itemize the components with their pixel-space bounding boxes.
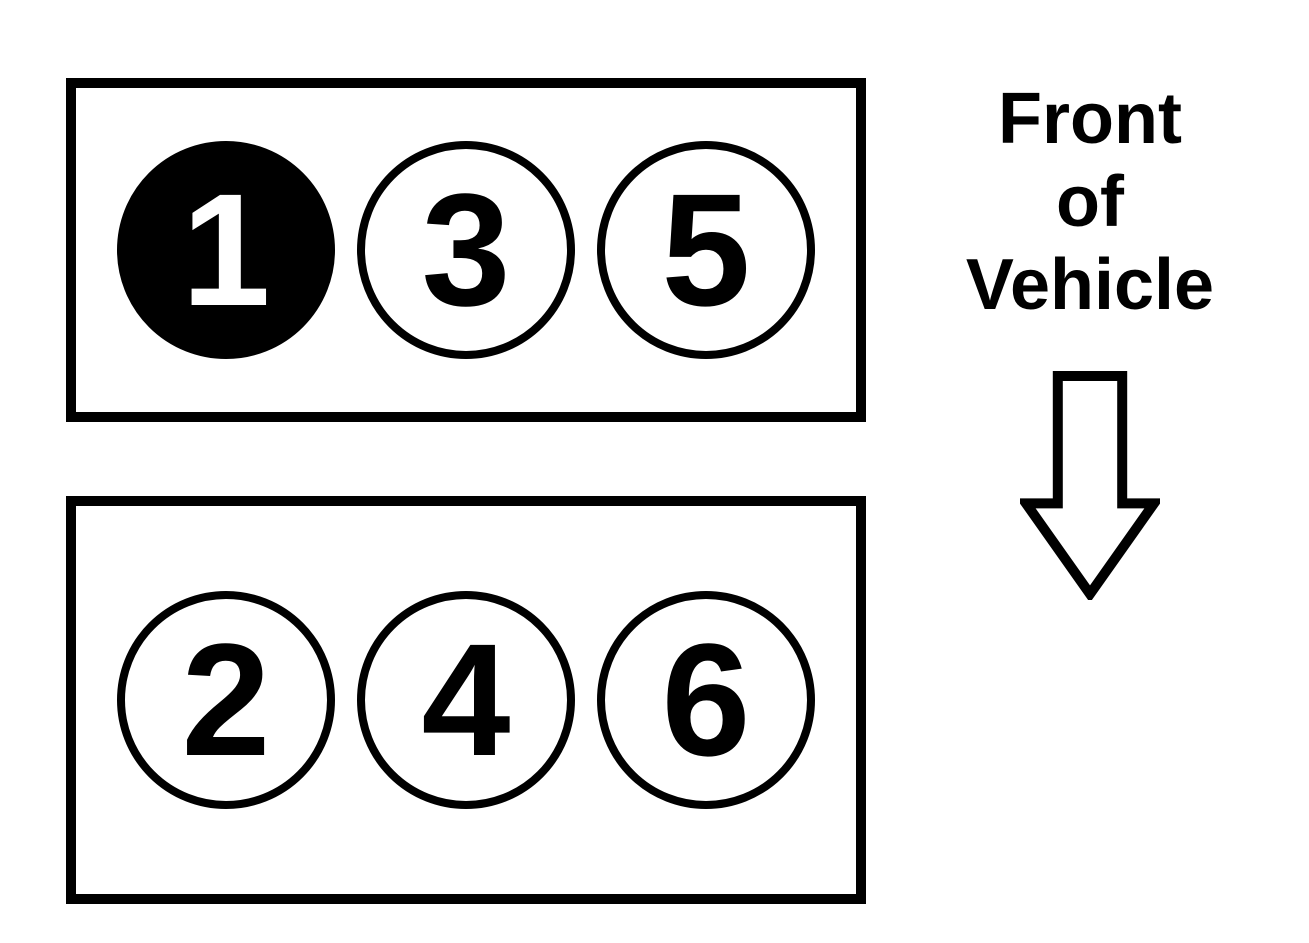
label-line-1: Front	[998, 78, 1182, 161]
cylinder-label: 1	[182, 158, 271, 342]
cylinder-3: 3	[357, 141, 575, 359]
cylinder-2: 2	[117, 591, 335, 809]
label-line-3: Vehicle	[966, 244, 1214, 327]
cylinder-5: 5	[597, 141, 815, 359]
cylinder-label: 4	[422, 608, 511, 792]
cylinder-label: 6	[662, 608, 751, 792]
front-of-vehicle-label: Front of Vehicle	[900, 78, 1280, 326]
cylinder-6: 6	[597, 591, 815, 809]
cylinder-bank-top: 1 3 5	[66, 78, 866, 422]
cylinder-label: 3	[422, 158, 511, 342]
down-arrow-icon	[1020, 370, 1160, 600]
cylinder-bank-bottom: 2 4 6	[66, 496, 866, 904]
cylinder-4: 4	[357, 591, 575, 809]
cylinder-label: 2	[182, 608, 271, 792]
label-line-2: of	[1056, 161, 1124, 244]
cylinder-label: 5	[662, 158, 751, 342]
cylinder-1: 1	[117, 141, 335, 359]
